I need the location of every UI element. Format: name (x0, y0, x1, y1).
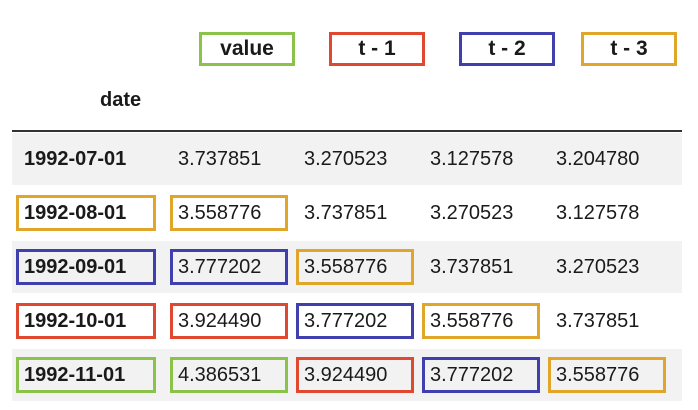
cell-t-2: 3.270523 (430, 202, 514, 224)
column-header-t-2: t - 2 (459, 32, 555, 66)
cell-value: 3.558776 (170, 195, 288, 231)
table-row: 1992-09-01 3.777202 3.558776 3.737851 3.… (12, 241, 682, 293)
cell-t-3: 3.270523 (556, 256, 640, 278)
cell-t-2: 3.737851 (430, 256, 514, 278)
row-date: 1992-10-01 (16, 303, 156, 339)
cell-value: 3.737851 (178, 148, 262, 170)
column-header-value: value (199, 32, 295, 66)
cell-t-1: 3.777202 (296, 303, 414, 339)
table-row: 1992-08-01 3.558776 3.737851 3.270523 3.… (12, 187, 682, 239)
header-divider (12, 130, 682, 132)
cell-t-1: 3.924490 (296, 357, 414, 393)
cell-t-1: 3.558776 (296, 249, 414, 285)
cell-t-1: 3.270523 (304, 148, 388, 170)
cell-t-2: 3.127578 (430, 148, 514, 170)
row-date: 1992-11-01 (16, 357, 156, 393)
table-row: 1992-10-01 3.924490 3.777202 3.558776 3.… (12, 295, 682, 347)
row-date: 1992-08-01 (16, 195, 156, 231)
row-date: 1992-07-01 (24, 148, 127, 170)
cell-t-2: 3.558776 (422, 303, 540, 339)
column-header-t-3: t - 3 (581, 32, 677, 66)
table-row: 1992-07-01 3.737851 3.270523 3.127578 3.… (12, 133, 682, 185)
cell-t-3: 3.737851 (556, 310, 640, 332)
cell-value: 3.777202 (170, 249, 288, 285)
cell-t-3: 3.127578 (556, 202, 640, 224)
cell-value: 4.386531 (170, 357, 288, 393)
column-header-t-1: t - 1 (329, 32, 425, 66)
index-header-date: date (100, 89, 142, 111)
cell-t-3: 3.558776 (548, 357, 666, 393)
row-date: 1992-09-01 (16, 249, 156, 285)
cell-t-2: 3.777202 (422, 357, 540, 393)
cell-t-3: 3.204780 (556, 148, 640, 170)
cell-value: 3.924490 (170, 303, 288, 339)
cell-t-1: 3.737851 (304, 202, 388, 224)
table-row: 1992-11-01 4.386531 3.924490 3.777202 3.… (12, 349, 682, 401)
